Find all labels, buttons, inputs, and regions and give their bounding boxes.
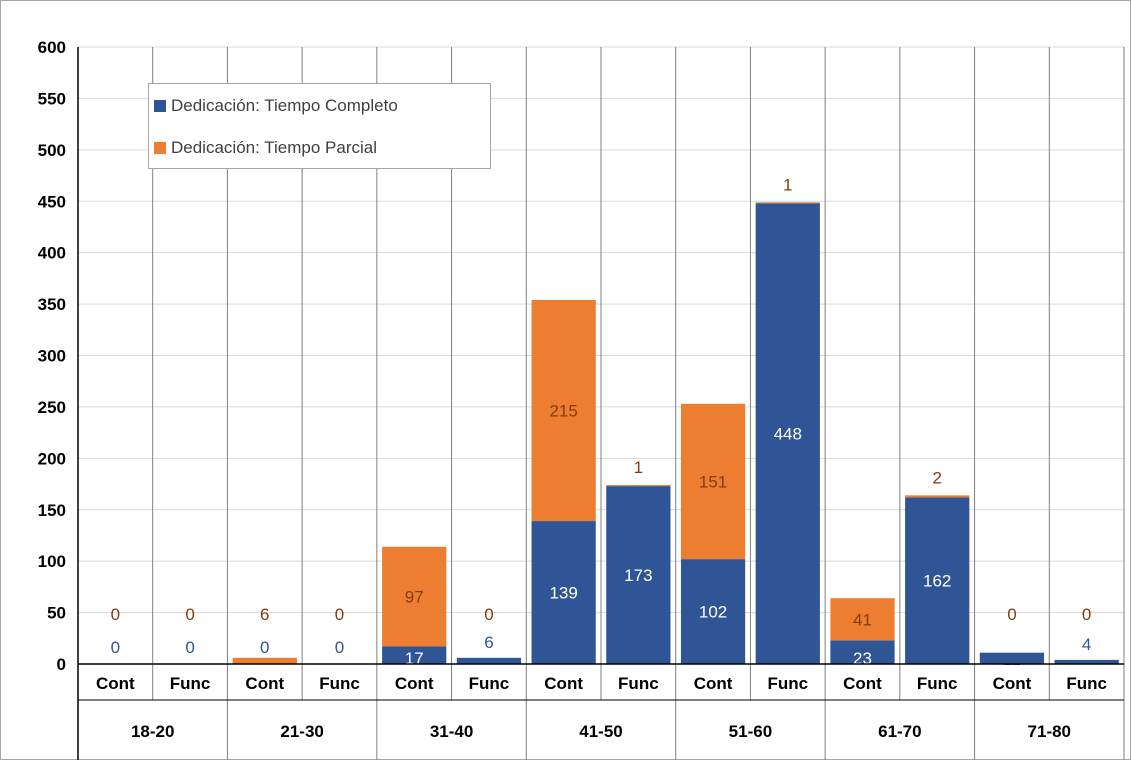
data-label-full-time: 173 xyxy=(624,566,652,585)
group-label: 21-30 xyxy=(280,722,323,741)
subcategory-label: Cont xyxy=(96,674,135,693)
data-label-full-time: 0 xyxy=(260,638,269,657)
legend-label-full-time: Dedicación: Tiempo Completo xyxy=(171,96,398,115)
y-tick-label: 300 xyxy=(38,347,66,366)
subcategory-label: Func xyxy=(917,674,958,693)
data-label-full-time: 448 xyxy=(774,425,802,444)
data-label-full-time: 0 xyxy=(111,638,120,657)
group-label: 51-60 xyxy=(729,722,772,741)
group-label: 18-20 xyxy=(131,722,174,741)
bar-full-time xyxy=(680,559,746,664)
data-label-part-time: 6 xyxy=(260,605,269,624)
y-tick-label: 0 xyxy=(57,655,66,674)
y-tick-label: 450 xyxy=(38,192,66,211)
subcategory-label: Cont xyxy=(245,674,284,693)
data-label-part-time: 2 xyxy=(932,468,941,487)
group-label: 61-70 xyxy=(878,722,921,741)
subcategory-label: Cont xyxy=(544,674,583,693)
y-tick-label: 600 xyxy=(38,38,66,57)
subcategory-label: Cont xyxy=(395,674,434,693)
data-label-full-time: 0 xyxy=(335,638,344,657)
bar-full-time xyxy=(606,486,671,664)
data-label-full-time: 0 xyxy=(185,638,194,657)
data-label-full-time: 6 xyxy=(484,633,493,652)
bar-part-time xyxy=(905,495,970,498)
bar-part-time xyxy=(531,299,596,522)
subcategory-label: Func xyxy=(1066,674,1107,693)
legend-item-part-time: Dedicación: Tiempo Parcial xyxy=(154,138,377,158)
subcategory-label: Cont xyxy=(993,674,1032,693)
group-label: 41-50 xyxy=(579,722,622,741)
bar-full-time xyxy=(979,652,1045,664)
bar-part-time xyxy=(232,657,297,664)
bar-part-time xyxy=(606,485,671,487)
y-tick-label: 500 xyxy=(38,141,66,160)
legend-label-part-time: Dedicación: Tiempo Parcial xyxy=(171,138,377,157)
bar-full-time xyxy=(1054,659,1119,664)
legend-swatch-full-time xyxy=(154,100,166,112)
y-tick-label: 50 xyxy=(47,604,66,623)
y-tick-label: 250 xyxy=(38,398,66,417)
data-label-part-time: 0 xyxy=(1007,605,1016,624)
legend-item-full-time: Dedicación: Tiempo Completo xyxy=(154,96,398,116)
subcategory-label: Func xyxy=(170,674,211,693)
data-label-full-time: 162 xyxy=(923,572,951,591)
y-tick-label: 400 xyxy=(38,244,66,263)
y-tick-label: 350 xyxy=(38,295,66,314)
y-tick-label: 200 xyxy=(38,449,66,468)
data-label-full-time: 11 xyxy=(1003,650,1021,669)
data-label-full-time: 23 xyxy=(853,649,872,668)
data-label-part-time: 1 xyxy=(783,175,792,194)
data-label-part-time: 0 xyxy=(185,605,194,624)
bar-full-time xyxy=(382,646,447,664)
bar-full-time xyxy=(905,497,970,664)
group-label: 71-80 xyxy=(1028,722,1071,741)
data-label-part-time: 0 xyxy=(484,605,493,624)
data-label-part-time: 0 xyxy=(335,605,344,624)
y-tick-label: 550 xyxy=(38,89,66,108)
group-label: 31-40 xyxy=(430,722,473,741)
subcategory-label: Func xyxy=(767,674,808,693)
data-label-part-time: 41 xyxy=(853,610,872,629)
bar-part-time xyxy=(830,598,895,641)
data-label-part-time: 0 xyxy=(111,605,120,624)
data-label-part-time: 97 xyxy=(405,588,424,607)
bar-full-time xyxy=(531,521,596,664)
bar-part-time xyxy=(755,202,820,204)
bar-full-time xyxy=(830,640,895,664)
data-label-full-time: 4 xyxy=(1082,635,1091,654)
data-label-part-time: 215 xyxy=(549,402,577,421)
y-tick-label: 150 xyxy=(38,501,66,520)
subcategory-label: Func xyxy=(319,674,360,693)
subcategory-label: Cont xyxy=(694,674,733,693)
data-label-part-time: 0 xyxy=(1082,605,1091,624)
subcategory-label: Cont xyxy=(843,674,882,693)
data-label-full-time: 102 xyxy=(699,603,727,622)
bar-part-time xyxy=(680,403,746,560)
bar-full-time xyxy=(456,657,522,664)
data-label-part-time: 1 xyxy=(634,458,643,477)
legend: Dedicación: Tiempo Completo Dedicación: … xyxy=(148,83,491,169)
subcategory-label: Func xyxy=(469,674,510,693)
subcategory-label: Func xyxy=(618,674,659,693)
data-label-full-time: 139 xyxy=(549,584,577,603)
data-label-full-time: 17 xyxy=(405,649,424,668)
legend-swatch-part-time xyxy=(154,142,166,154)
bar-part-time xyxy=(382,546,447,647)
bar-full-time xyxy=(755,203,820,664)
data-label-part-time: 151 xyxy=(699,472,727,491)
y-tick-label: 100 xyxy=(38,552,66,571)
